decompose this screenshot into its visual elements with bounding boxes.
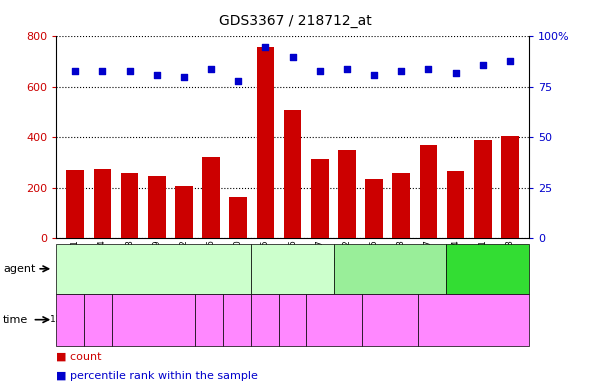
Text: bortezomib: bortezomib bbox=[265, 264, 320, 274]
Text: 24 hours: 24 hours bbox=[134, 315, 173, 324]
Text: 24
hours: 24 hours bbox=[252, 310, 277, 329]
Bar bbox=[202, 157, 220, 238]
Point bbox=[179, 74, 189, 80]
Point bbox=[98, 68, 107, 74]
Point bbox=[125, 68, 134, 74]
Point bbox=[505, 58, 515, 64]
Bar bbox=[420, 145, 437, 238]
Point bbox=[315, 68, 324, 74]
Bar bbox=[365, 179, 383, 238]
Bar bbox=[392, 172, 410, 238]
Point bbox=[206, 66, 216, 72]
Point bbox=[424, 66, 433, 72]
Bar bbox=[447, 171, 465, 238]
Text: 12 hours: 12 hours bbox=[314, 315, 354, 324]
Bar bbox=[121, 172, 138, 238]
Text: GDS3367 / 218712_at: GDS3367 / 218712_at bbox=[219, 14, 372, 28]
Bar bbox=[501, 136, 519, 238]
Point bbox=[233, 78, 243, 84]
Bar bbox=[175, 186, 193, 238]
Text: control: control bbox=[457, 315, 489, 324]
Bar bbox=[474, 140, 492, 238]
Text: 14
hours: 14 hours bbox=[85, 310, 111, 329]
Text: ■ percentile rank within the sample: ■ percentile rank within the sample bbox=[56, 371, 258, 381]
Point bbox=[478, 62, 488, 68]
Text: 12 hours: 12 hours bbox=[50, 315, 90, 324]
Bar bbox=[311, 159, 329, 238]
Bar bbox=[66, 170, 84, 238]
Bar bbox=[93, 169, 111, 238]
Text: siRNA against proteasome
subunits: siRNA against proteasome subunits bbox=[325, 258, 454, 280]
Bar bbox=[284, 109, 301, 238]
Bar bbox=[338, 150, 356, 238]
Point bbox=[451, 70, 460, 76]
Text: 24 hours: 24 hours bbox=[370, 315, 410, 324]
Text: 14
hours: 14 hours bbox=[224, 310, 249, 329]
Point bbox=[369, 72, 379, 78]
Text: time: time bbox=[3, 314, 28, 325]
Point bbox=[261, 43, 270, 50]
Bar bbox=[148, 176, 165, 238]
Point bbox=[397, 68, 406, 74]
Text: agent: agent bbox=[3, 264, 35, 274]
Point bbox=[342, 66, 352, 72]
Bar bbox=[229, 197, 247, 238]
Text: none: none bbox=[475, 264, 499, 274]
Point bbox=[288, 53, 297, 60]
Point bbox=[152, 72, 161, 78]
Text: 48
hours: 48 hours bbox=[280, 310, 305, 329]
Text: argyrin A: argyrin A bbox=[131, 264, 176, 274]
Text: ■ count: ■ count bbox=[56, 351, 102, 361]
Bar bbox=[256, 46, 274, 238]
Point bbox=[70, 68, 80, 74]
Text: 48
hours: 48 hours bbox=[196, 310, 222, 329]
